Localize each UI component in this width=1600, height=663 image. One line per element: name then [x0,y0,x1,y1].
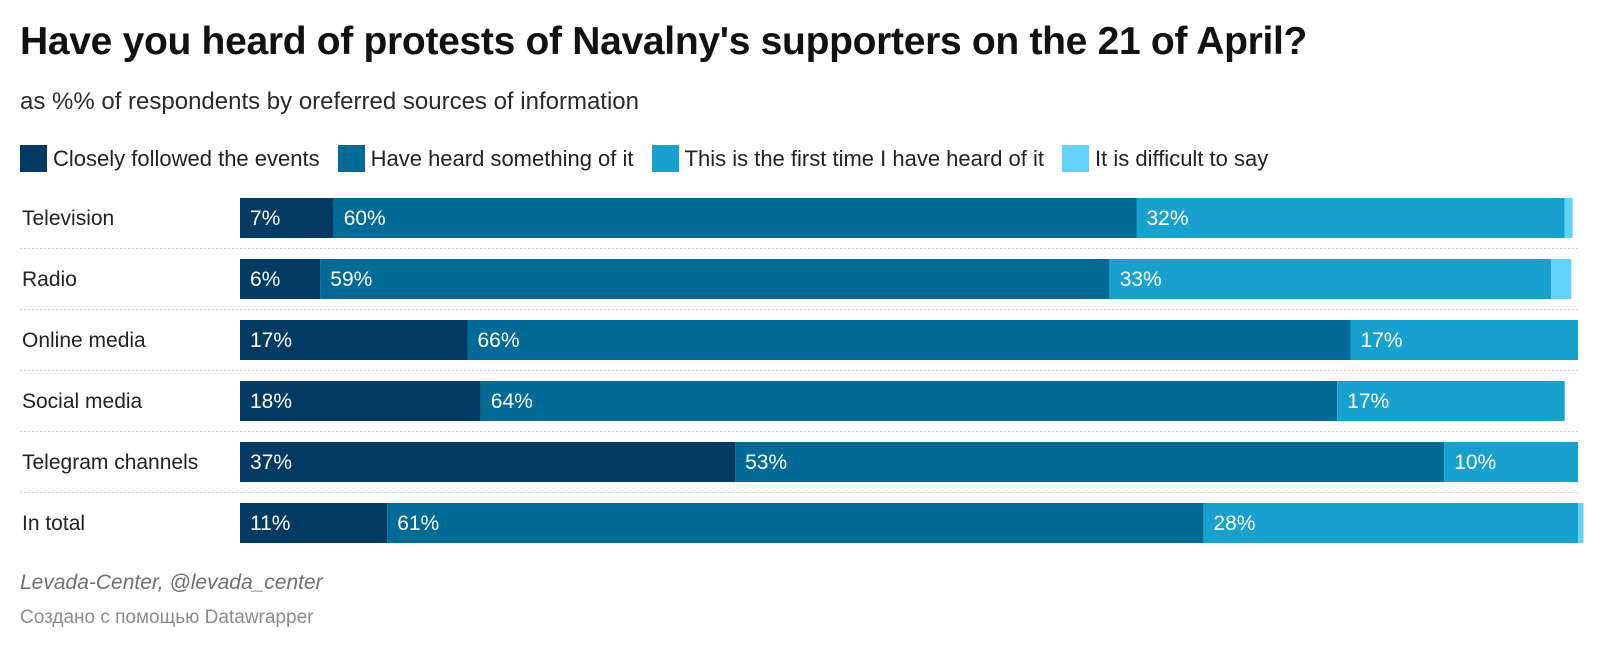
bar-segment [240,320,468,360]
category-label: Radio [22,268,77,291]
data-label: 33% [1120,268,1162,291]
bar-segment [1337,381,1565,421]
legend-item-heard-something: Have heard something of it [337,145,634,172]
data-label: 60% [344,207,386,230]
credit-note: Создано с помощью Datawrapper [20,607,314,628]
bar-segment [240,442,736,482]
bar-segment [735,442,1445,482]
data-label: 7% [250,207,280,230]
data-label: 18% [250,390,292,413]
chart-subtitle: as %% of respondents by oreferred source… [20,88,639,115]
legend-swatch [1062,145,1090,172]
category-label: Social media [22,390,143,413]
category-label: Telegram channels [22,451,198,474]
bar-segment [480,381,1338,421]
bar-segment [240,381,481,421]
bar-segment [1203,503,1578,543]
legend-item-difficult-to-say: It is difficult to say [1062,145,1268,172]
category-label: In total [22,512,85,535]
bar-segment [240,198,334,238]
bar-segment [333,198,1137,238]
legend-swatch [20,145,47,172]
data-label: 11% [250,512,290,535]
category-label: Television [22,207,114,230]
legend-label: It is difficult to say [1095,145,1269,171]
bar-segment [1444,442,1578,482]
data-label: 66% [478,329,520,352]
bar-segment [1350,320,1578,360]
data-label: 6% [250,268,280,291]
source-note: Levada-Center, @levada_center [20,571,323,594]
chart-legend: Closely followed the events Have heard s… [20,145,1286,172]
legend-label: Closely followed the events [53,145,320,171]
bar-segment [1564,198,1573,238]
bar-segment [1551,259,1572,299]
legend-swatch [337,145,365,172]
data-label: 10% [1454,451,1496,474]
legend-label: Have heard something of it [370,145,634,171]
data-label: 64% [491,390,533,413]
bar-segment [387,503,1204,543]
data-label: 17% [250,329,292,352]
bar-segment [240,503,388,543]
chart-title: Have you heard of protests of Navalny's … [20,20,1308,63]
legend-item-closely-followed: Closely followed the events [20,145,320,172]
data-label: 17% [1347,390,1389,413]
data-label: 17% [1361,329,1403,352]
bar-segment [1578,503,1584,543]
bar-segment [240,259,321,299]
bar-segment [1136,198,1565,238]
legend-swatch [651,145,679,172]
bar-segment [1109,259,1552,299]
bar-segment [320,259,1110,299]
data-label: 32% [1147,207,1189,230]
data-label: 37% [250,451,292,474]
category-label: Online media [22,329,146,352]
legend-item-first-time: This is the first time I have heard of i… [651,145,1045,172]
legend-label: This is the first time I have heard of i… [684,145,1045,171]
data-label: 59% [330,268,372,291]
bar-segment [467,320,1351,360]
data-label: 61% [397,512,439,535]
data-label: 53% [745,451,787,474]
data-label: 28% [1213,512,1255,535]
